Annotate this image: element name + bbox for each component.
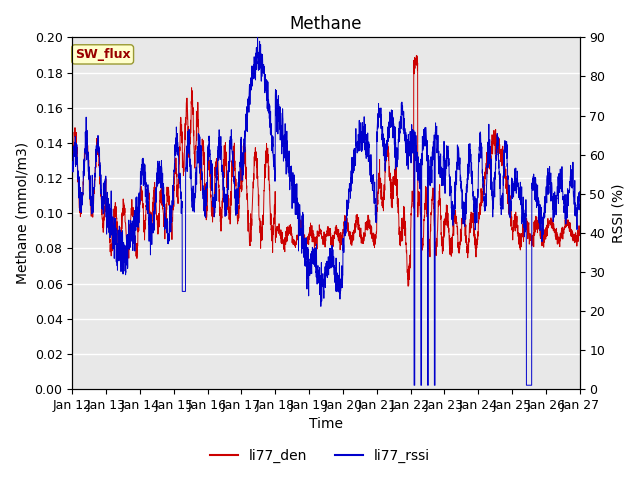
Title: Methane: Methane bbox=[290, 15, 362, 33]
X-axis label: Time: Time bbox=[309, 418, 343, 432]
Y-axis label: RSSI (%): RSSI (%) bbox=[611, 183, 625, 243]
Legend: li77_den, li77_rssi: li77_den, li77_rssi bbox=[204, 443, 436, 468]
Text: SW_flux: SW_flux bbox=[75, 48, 131, 61]
Y-axis label: Methane (mmol/m3): Methane (mmol/m3) bbox=[15, 142, 29, 284]
